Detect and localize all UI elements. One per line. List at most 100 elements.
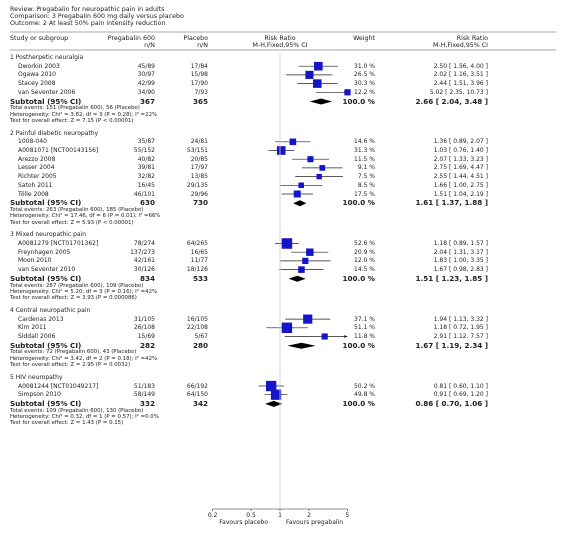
study-weight: 52.6 % — [354, 240, 375, 247]
group-title: 1 Postherpetic neuralgia — [10, 54, 84, 61]
subtotal-exp-total: 367 — [139, 96, 155, 106]
study-exp-events: 51/183 — [133, 382, 155, 390]
subgroup-note: Test for overall effect: Z = 5.93 (P < 0… — [10, 219, 134, 226]
study-ctl-events: 29/96 — [190, 190, 208, 198]
study-weight: 20.9 % — [354, 248, 375, 256]
subgroup-note: Total events: 263 (Pregabalin 600), 185 … — [10, 206, 144, 213]
study-exp-events: 42/161 — [133, 257, 155, 265]
subtotal-exp-total: 282 — [139, 340, 155, 350]
subgroup-note: Test for overall effect: Z = 2.95 (P = 0… — [10, 362, 131, 368]
subtotal-label: Subtotal (95% CI) — [10, 198, 82, 208]
study-exp-events: 32/82 — [137, 173, 155, 181]
study-name: Ogawa 2010 — [18, 71, 56, 79]
x-tick-label: 1 — [278, 512, 282, 519]
subtotal-diamond — [265, 400, 283, 407]
col-header-rr-method: M-H,Fixed,95% CI — [252, 42, 308, 49]
subtotal-label: Subtotal (95% CI) — [10, 340, 82, 350]
study-exp-events: 40/82 — [137, 155, 155, 163]
study-exp-events: 55/152 — [133, 147, 155, 154]
x-tick-label: 5 — [345, 512, 350, 519]
review-title: Review: Pregabalin for neuropathic pain … — [10, 6, 165, 13]
study-rr-ci: 5.02 [ 2.35, 10.73 ] — [429, 88, 488, 96]
subtotal-weight: 100.0 % — [342, 198, 375, 208]
study-ctl-events: 66/192 — [186, 382, 208, 390]
study-exp-events: 15/69 — [137, 333, 155, 340]
group-title: 4 Central neuropathic pain — [10, 306, 91, 314]
study-ctl-events: 20/85 — [190, 155, 208, 163]
study-point-marker — [270, 389, 282, 400]
favours-right-label: Favours pregabalin — [286, 519, 344, 526]
col-header-rr-value-method: M-H,Fixed,95% CI — [432, 42, 488, 49]
study-rr-ci: 1.67 [ 0.98, 2.83 ] — [433, 266, 488, 274]
subgroup-note: Heterogeneity: Chi² = 3.42, df = 2 (P = … — [10, 355, 158, 362]
subtotal-label: Subtotal (95% CI) — [10, 398, 82, 408]
study-name: Arezzo 2008 — [18, 155, 56, 163]
study-ctl-events: 16/105 — [186, 315, 208, 323]
subtotal-label: Subtotal (95% CI) — [10, 273, 82, 283]
study-point-marker — [266, 380, 277, 392]
col-header-ctl: Placebo — [183, 35, 208, 42]
study-exp-events: 30/126 — [133, 266, 155, 274]
study-weight: 31.3 % — [354, 147, 375, 154]
subgroup-note: Test for overall effect: Z = 1.43 (P = 0… — [10, 420, 124, 427]
study-point-marker — [281, 238, 293, 249]
subtotal-diamond — [288, 275, 306, 282]
subtotal-ctl-total: 533 — [192, 273, 208, 283]
study-rr-ci: 0.81 [ 0.60, 1.10 ] — [433, 382, 488, 390]
study-ctl-events: 53/151 — [186, 147, 208, 154]
study-exp-events: 31/105 — [133, 315, 155, 323]
study-rr-ci: 1.03 [ 0.76, 1.40 ] — [433, 147, 488, 154]
subtotal-diamond — [293, 200, 307, 207]
study-rr-ci: 1.66 [ 1.00, 2.75 ] — [433, 181, 488, 189]
study-rr-ci: 2.50 [ 1.56, 4.00 ] — [433, 62, 488, 70]
study-rr-ci: 1.18 [ 0.72, 1.95 ] — [433, 324, 488, 332]
subtotal-rr-ci: 1.67 [ 1.19, 2.34 ] — [415, 340, 488, 350]
study-weight: 9.1 % — [357, 164, 375, 172]
group-title: 5 HIV neuropathy — [10, 373, 63, 381]
study-rr-ci: 2.75 [ 1.69, 4.47 ] — [433, 164, 488, 172]
study-name: Kim 2011 — [18, 324, 47, 332]
study-rr-ci: 2.02 [ 1.16, 3.51 ] — [433, 71, 488, 79]
subtotal-ctl-total: 730 — [192, 198, 208, 208]
subgroup-note: Total events: 151 (Pregabalin 600), 56 (… — [10, 105, 140, 112]
study-ctl-events: 64/265 — [186, 240, 208, 247]
study-point-marker — [289, 138, 297, 146]
study-point-marker — [306, 248, 314, 256]
study-name: Simpson 2010 — [18, 391, 61, 399]
study-name: van Seventer 2010 — [18, 266, 76, 274]
study-ctl-events: 64/150 — [186, 391, 208, 399]
study-ctl-events: 29/135 — [186, 181, 208, 189]
study-weight: 51.1 % — [354, 324, 375, 332]
study-name: Siddall 2006 — [18, 333, 56, 340]
study-point-marker — [303, 314, 313, 324]
x-tick-label: 2 — [307, 512, 311, 519]
subtotal-exp-total: 834 — [139, 273, 155, 283]
study-name: Cardenas 2013 — [18, 315, 64, 323]
subtotal-weight: 100.0 % — [342, 273, 375, 283]
study-ctl-events: 22/108 — [186, 324, 208, 332]
study-ctl-events: 17/84 — [190, 62, 208, 70]
study-ctl-events: 24/81 — [190, 138, 208, 146]
study-name: Moon 2010 — [18, 257, 52, 265]
study-point-marker — [298, 182, 304, 189]
study-rr-ci: 2.04 [ 1.31, 3.17 ] — [433, 248, 488, 256]
subgroup-note: Heterogeneity: Chi² = 0.32, df = 1 (P = … — [10, 413, 159, 420]
subtotal-rr-ci: 0.86 [ 0.70, 1.06 ] — [415, 398, 488, 408]
study-rr-ci: 2.55 [ 1.44, 4.51 ] — [433, 173, 488, 181]
study-weight: 17.5 % — [354, 190, 375, 198]
study-rr-ci: 2.91 [ 1.12, 7.57 ] — [433, 333, 488, 340]
study-point-marker — [276, 146, 286, 155]
study-exp-events: 35/87 — [137, 138, 155, 146]
col-header-exp-n: n/N — [144, 42, 155, 49]
study-name: Lesser 2004 — [18, 164, 55, 172]
study-weight: 12.0 % — [354, 257, 375, 265]
x-tick-label: 0.2 — [207, 512, 218, 519]
study-name: A0081244 [NCT01049217] — [18, 382, 99, 390]
subgroup-note: Heterogeneity: Chi² = 3.82, df = 3 (P = … — [10, 111, 158, 118]
study-point-marker — [281, 322, 293, 334]
subtotal-weight: 100.0 % — [342, 340, 375, 350]
subtotal-ctl-total: 280 — [192, 340, 208, 350]
study-ctl-events: 18/126 — [186, 266, 208, 274]
study-ctl-events: 17/97 — [190, 164, 208, 172]
